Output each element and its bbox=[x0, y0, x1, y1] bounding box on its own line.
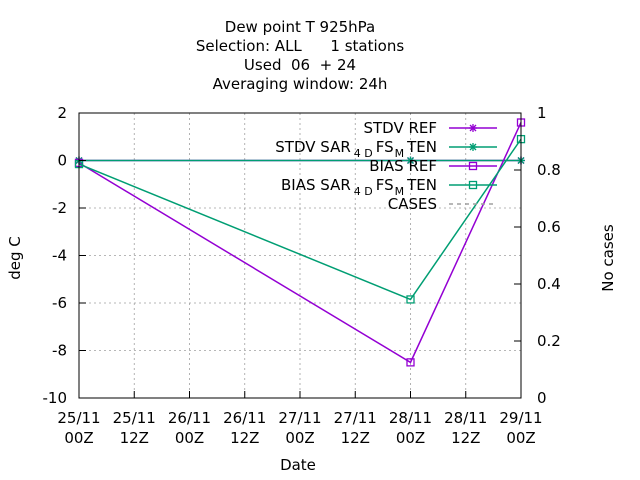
data-point bbox=[406, 156, 415, 165]
y-tick-label: -10 bbox=[43, 389, 68, 407]
x-tick-label: 26/11 bbox=[223, 409, 266, 427]
y2-tick-label: 0.2 bbox=[537, 332, 561, 350]
y-tick-label: 0 bbox=[57, 152, 67, 170]
y-tick-label: -6 bbox=[52, 294, 67, 312]
x-tick-label: 28/11 bbox=[389, 409, 432, 427]
y-tick-label: -8 bbox=[52, 342, 67, 360]
x-tick-label: 28/11 bbox=[444, 409, 487, 427]
x-tick-label: 12Z bbox=[120, 429, 149, 447]
data-point bbox=[406, 295, 415, 304]
y-tick-label: -2 bbox=[52, 199, 67, 217]
series-line bbox=[78, 138, 522, 301]
legend-marker bbox=[468, 180, 478, 190]
x-tick-label: 12Z bbox=[451, 429, 480, 447]
x-tick-label: 00Z bbox=[396, 429, 425, 447]
x-tick-label: 00Z bbox=[285, 429, 314, 447]
y-axis-label: deg C bbox=[6, 236, 24, 280]
x-tick-label: 12Z bbox=[230, 429, 259, 447]
y2-tick-label: 0.4 bbox=[537, 275, 561, 293]
legend-marker bbox=[468, 161, 478, 171]
y2-tick-label: 0.6 bbox=[537, 218, 561, 236]
legend-label: STDV SAR 4 D FSM TEN bbox=[275, 138, 437, 160]
legend-label: BIAS REF bbox=[369, 157, 437, 175]
series-line bbox=[78, 122, 522, 364]
x-tick-label: 26/11 bbox=[168, 409, 211, 427]
legend-label: CASES bbox=[388, 195, 437, 213]
legend-label: BIAS SAR 4 D FSM TEN bbox=[281, 176, 437, 198]
y2-tick-label: 1 bbox=[537, 104, 547, 122]
title-line: Used 06 + 24 bbox=[244, 56, 356, 74]
x-tick-label: 00Z bbox=[175, 429, 204, 447]
y2-tick-label: 0 bbox=[537, 389, 547, 407]
x-tick-label: 25/11 bbox=[57, 409, 100, 427]
x-tick-label: 00Z bbox=[506, 429, 535, 447]
legend-marker bbox=[469, 124, 477, 132]
x-tick-label: 29/11 bbox=[499, 409, 542, 427]
y2-axis-label: No cases bbox=[599, 224, 617, 292]
title-line: Selection: ALL 1 stations bbox=[196, 37, 404, 55]
axes: -10 -8 -6 -4 -2 0 2 0 0.2 0.4 0.6 0.8 1 25/11 00Z 25/11… bbox=[43, 104, 561, 447]
title-line: Dew point T 925hPa bbox=[225, 18, 375, 36]
title-line: Averaging window: 24h bbox=[213, 75, 388, 93]
y-tick-label: 2 bbox=[57, 104, 67, 122]
y2-tick-label: 0.8 bbox=[537, 161, 561, 179]
x-tick-label: 27/11 bbox=[334, 409, 377, 427]
x-tick-label: 27/11 bbox=[278, 409, 321, 427]
x-axis-label: Date bbox=[280, 456, 316, 474]
y-tick-label: -4 bbox=[52, 247, 67, 265]
legend-label: STDV REF bbox=[363, 119, 437, 137]
x-tick-label: 12Z bbox=[341, 429, 370, 447]
x-tick-label: 00Z bbox=[64, 429, 93, 447]
legend-marker bbox=[469, 143, 477, 151]
x-tick-label: 25/11 bbox=[113, 409, 156, 427]
data-point bbox=[406, 358, 415, 367]
